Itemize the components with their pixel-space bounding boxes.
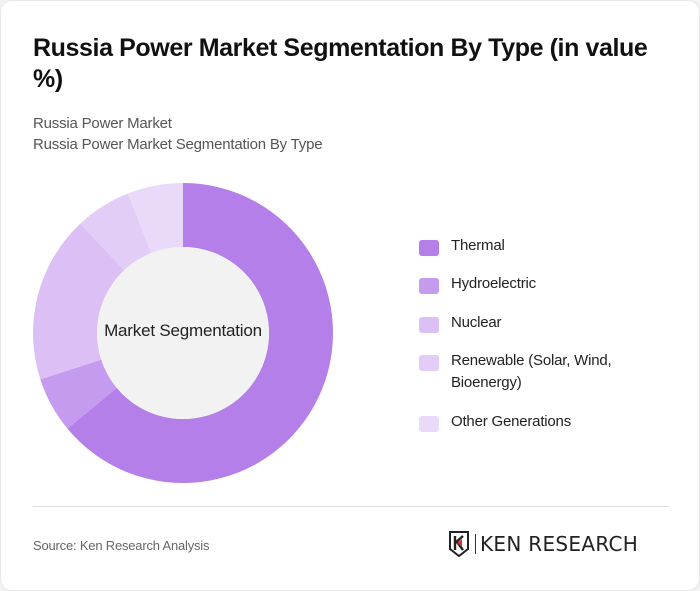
donut-segment-renewable: [80, 193, 152, 271]
chart-title: Russia Power Market Segmentation By Type…: [33, 34, 648, 93]
subtitle-market: Russia Power Market: [33, 115, 172, 132]
legend-label: Other Generations: [451, 413, 571, 430]
legend-label: Hydroelectric: [451, 275, 536, 292]
donut-segment-hydroelectric: [40, 359, 117, 429]
legend-swatch-nuclear: [419, 317, 439, 333]
legend-item-renewable: Renewable (Solar, Wind, Bioenergy): [419, 350, 641, 394]
donut-hole: [97, 247, 269, 419]
legend-item-thermal: Thermal: [419, 235, 641, 257]
legend-label: Renewable (Solar, Wind, Bioenergy): [451, 352, 612, 391]
legend-item-nuclear: Nuclear: [419, 312, 641, 334]
logo-divider: [475, 534, 476, 554]
source-note: Source: Ken Research Analysis: [33, 538, 210, 553]
donut-segment-other: [127, 183, 183, 254]
legend-label: Thermal: [451, 237, 505, 254]
legend-item-hydroelectric: Hydroelectric: [419, 273, 641, 295]
subtitle-segmentation: Russia Power Market Segmentation By Type: [33, 136, 323, 153]
legend-swatch-other: [419, 416, 439, 432]
donut-chart: [33, 183, 333, 483]
ken-research-logo: KEN RESEARCH: [448, 531, 638, 557]
footer-divider: [33, 506, 669, 507]
legend-swatch-hydroelectric: [419, 278, 439, 294]
donut-segment-nuclear: [33, 223, 125, 380]
donut-center-label: Market Segmentation: [104, 321, 262, 340]
logo-text: KEN RESEARCH: [480, 532, 639, 556]
legend-swatch-renewable: [419, 355, 439, 371]
legend-swatch-thermal: [419, 240, 439, 256]
donut-segment-thermal: [67, 183, 333, 483]
ken-research-shield-icon: [449, 531, 469, 557]
legend-item-other: Other Generations: [419, 411, 641, 433]
legend-label: Nuclear: [451, 314, 502, 331]
